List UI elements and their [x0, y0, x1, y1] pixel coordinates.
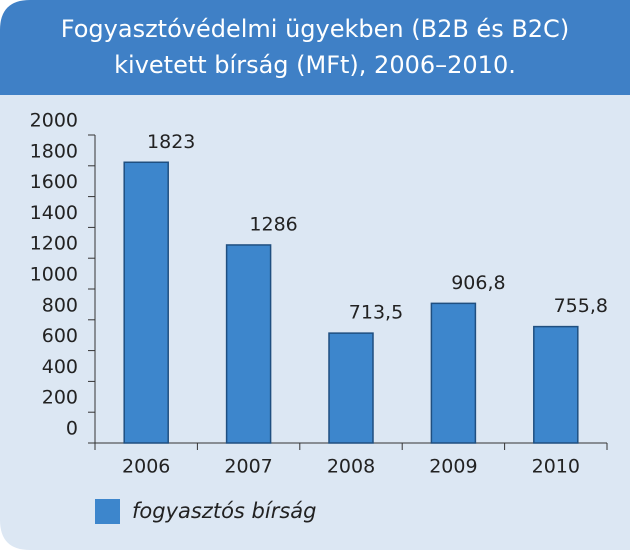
y-tick-label: 1000: [30, 264, 78, 286]
y-tick-label: 1800: [30, 140, 78, 162]
y-tick-label: 400: [42, 356, 78, 378]
data-label: 755,8: [554, 295, 608, 317]
y-tick-label: 600: [42, 325, 78, 347]
data-label: 1823: [147, 131, 195, 153]
legend-label: fogyasztós bírság: [132, 499, 316, 523]
y-tick-label: 200: [42, 387, 78, 409]
data-label: 906,8: [451, 272, 505, 294]
bar: [123, 161, 169, 444]
data-label: 713,5: [349, 302, 403, 324]
legend-swatch: [95, 499, 120, 524]
data-label: 1286: [249, 213, 297, 235]
chart-title: kivetett bírság (MFt), 2006–2010.: [114, 51, 516, 79]
y-tick-label: 800: [42, 294, 78, 316]
x-tick-label: 2008: [327, 456, 375, 478]
bar: [328, 332, 374, 444]
chart-title: Fogyasztóvédelmi ügyekben (B2B és B2C): [61, 15, 569, 43]
header-band: [0, 0, 630, 95]
x-tick-label: 2010: [532, 456, 580, 478]
y-tick-label: 0: [66, 418, 78, 440]
x-tick-label: 2007: [224, 456, 272, 478]
y-tick-label: 1200: [30, 233, 78, 255]
y-tick-label: 1600: [30, 171, 78, 193]
x-tick-label: 2006: [122, 456, 170, 478]
y-tick-label: 2000: [30, 110, 78, 132]
bar: [533, 325, 579, 444]
y-tick-label: 1400: [30, 202, 78, 224]
bar: [225, 244, 272, 444]
x-tick-label: 2009: [429, 456, 477, 478]
bar: [430, 302, 477, 444]
